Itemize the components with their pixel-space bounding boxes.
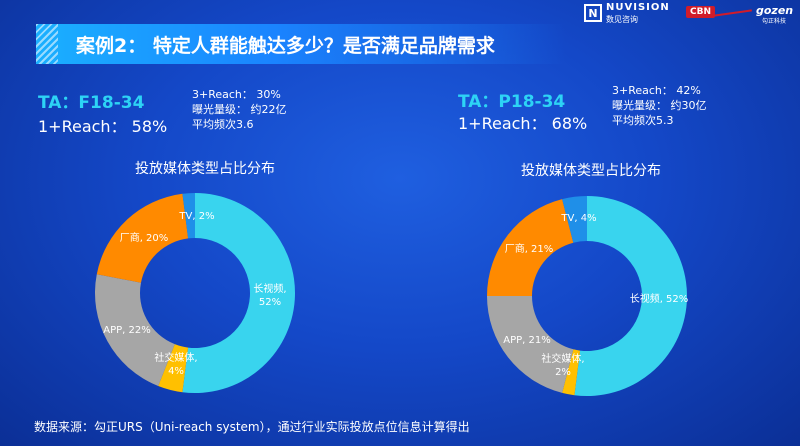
reach1-left: 1+Reach： 58% bbox=[38, 117, 168, 136]
ta-label-right: TA：P18-34 bbox=[458, 92, 566, 112]
donut-slice-long-video bbox=[574, 196, 687, 396]
stat-frequency-right: 平均频次5.3 bbox=[612, 114, 674, 127]
nuvision-logo-name: NUVISION bbox=[606, 2, 670, 13]
donut-slice-tv bbox=[562, 196, 587, 243]
donut-slice-social-media bbox=[562, 349, 581, 396]
data-label-social-media: 社交媒体, 4% bbox=[154, 351, 197, 377]
chart-title-right: 投放媒体类型占比分布 bbox=[521, 163, 661, 179]
donut-slice-app bbox=[487, 296, 574, 393]
stat-3reach-right: 3+Reach： 42% bbox=[612, 84, 701, 97]
data-label-long-video: 长视频, 52% bbox=[253, 282, 286, 308]
data-label-tv: TV, 2% bbox=[178, 211, 214, 222]
page-title: 案例2： 特定人群能触达多少？是否满足品牌需求 bbox=[76, 34, 495, 57]
title-bar: 案例2： 特定人群能触达多少？是否满足品牌需求 bbox=[36, 24, 566, 64]
donut-slice-social-media bbox=[158, 344, 189, 393]
nuvision-logo-sub: 数见咨询 bbox=[606, 15, 638, 24]
stat-frequency-left: 平均频次3.6 bbox=[192, 118, 254, 131]
donut-chart-right: 长视频, 52% 社交媒体, 2% APP, 21% 厂商, 21% TV, 4% bbox=[487, 196, 689, 396]
data-source-note: 数据来源：勾正URS（Uni-reach system），通过行业实际投放点位信… bbox=[34, 420, 470, 434]
cbn-logo: CBN bbox=[686, 6, 715, 18]
gozen-logo: gozen bbox=[756, 4, 794, 17]
data-label-app: APP, 22% bbox=[103, 325, 151, 336]
donut-slice-vendor bbox=[487, 199, 574, 296]
data-label-tv: TV, 4% bbox=[560, 213, 596, 224]
data-label-app: APP, 21% bbox=[503, 335, 551, 346]
stat-impressions-left: 曝光量级： 约22亿 bbox=[192, 103, 287, 116]
donut-chart-left: 长视频, 52% 社交媒体, 4% APP, 22% 厂商, 20% TV, 2% bbox=[95, 193, 295, 393]
donut-slice-tv bbox=[182, 193, 195, 239]
donut-slice-long-video bbox=[182, 193, 295, 393]
data-label-vendor: 厂商, 20% bbox=[120, 231, 169, 244]
stat-3reach-left: 3+Reach： 30% bbox=[192, 88, 281, 101]
data-label-vendor: 厂商, 21% bbox=[505, 242, 554, 255]
title-stripes bbox=[36, 24, 58, 64]
cbn-logo-band bbox=[714, 9, 752, 17]
gozen-logo-sub: 勾正科技 bbox=[762, 18, 787, 25]
nuvision-logo-icon: N bbox=[584, 4, 602, 22]
data-label-long-video: 长视频, 52% bbox=[630, 292, 689, 305]
logo-bar: N NUVISION 数见咨询 CBN gozen 勾正科技 bbox=[500, 0, 800, 30]
ta-label-left: TA：F18-34 bbox=[38, 93, 145, 113]
donut-slice-vendor bbox=[96, 193, 189, 283]
chart-title-left: 投放媒体类型占比分布 bbox=[135, 161, 275, 177]
stat-impressions-right: 曝光量级： 约30亿 bbox=[612, 99, 707, 112]
reach1-right: 1+Reach： 68% bbox=[458, 114, 588, 133]
donut-slice-app bbox=[95, 274, 175, 386]
data-label-social-media: 社交媒体, 2% bbox=[541, 352, 584, 378]
